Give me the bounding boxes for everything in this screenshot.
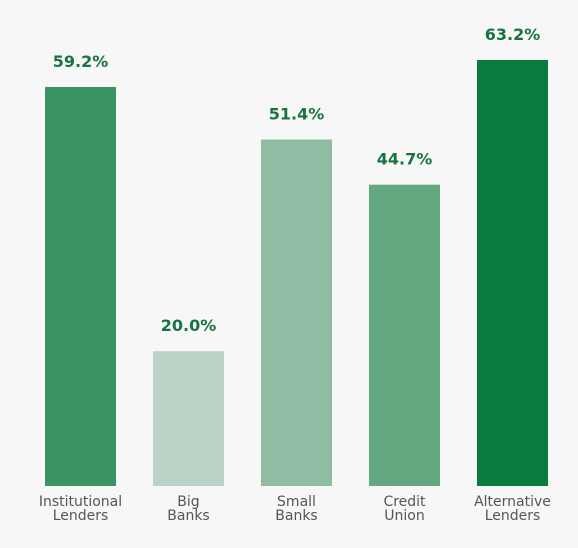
category-label-line: Lenders <box>485 508 541 524</box>
value-labels-layer: 59.2% 20.0% 51.4% 44.7% 63.2% <box>53 25 541 335</box>
category-label-line: Union <box>384 508 424 524</box>
category-label-line: Big <box>177 494 199 510</box>
category-label-institutional-lenders: Institutional Lenders <box>39 494 122 524</box>
bars-layer <box>45 60 548 487</box>
category-label-big-banks: Big Banks <box>167 494 209 524</box>
bar-credit-union <box>369 184 440 486</box>
value-label-alternative-lenders: 63.2% <box>485 25 541 44</box>
category-label-line: Lenders <box>53 508 109 524</box>
value-label-institutional-lenders: 59.2% <box>53 52 109 71</box>
value-label-small-banks: 51.4% <box>269 105 325 124</box>
bar-alternative-lenders <box>477 60 548 486</box>
bar-institutional-lenders <box>45 86 116 486</box>
category-label-line: Alternative <box>474 494 551 510</box>
category-label-line: Banks <box>167 508 209 524</box>
bar-big-banks <box>153 351 224 486</box>
category-label-credit-union: Credit Union <box>383 494 426 524</box>
category-label-line: Small <box>277 494 316 510</box>
value-label-credit-union: 44.7% <box>377 150 433 169</box>
category-label-line: Banks <box>275 508 317 524</box>
category-label-line: Credit <box>383 494 426 510</box>
category-label-small-banks: Small Banks <box>275 494 317 524</box>
bar-small-banks <box>261 139 332 487</box>
value-label-big-banks: 20.0% <box>161 316 217 335</box>
category-label-alternative-lenders: Alternative Lenders <box>474 494 551 524</box>
category-label-line: Institutional <box>39 494 122 510</box>
